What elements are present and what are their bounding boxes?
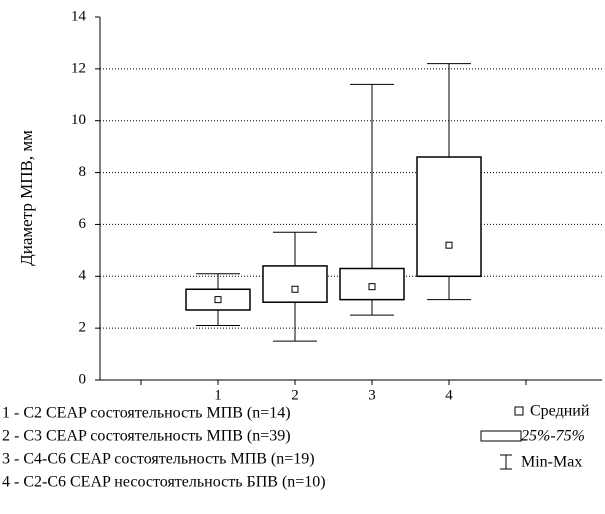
legend-box: 25%-75% xyxy=(521,428,585,445)
y-tick-label: 6 xyxy=(79,216,87,232)
legend-range: Min-Max xyxy=(521,454,582,471)
legend-range-icon xyxy=(500,454,512,470)
y-tick-label: 12 xyxy=(71,60,86,76)
note: 2 - C3 CEAP состоятельность МПВ (n=39) xyxy=(2,428,291,445)
y-axis-label: Диаметр МПВ, мм xyxy=(17,130,36,266)
y-tick-label: 14 xyxy=(71,8,87,24)
note: 3 - C4-C6 CEAP состоятельность МПВ (n=19… xyxy=(2,451,315,468)
box xyxy=(262,265,328,303)
note: 1 - C2 CEAP состоятельность МПВ (n=14) xyxy=(2,405,291,422)
x-tick-label: 3 xyxy=(368,387,376,403)
y-tick-label: 8 xyxy=(79,164,87,180)
note: 4 - C2-C6 CEAP несостоятельность БПВ (n=… xyxy=(2,474,326,491)
mean xyxy=(445,241,453,249)
y-tick-label: 0 xyxy=(79,371,87,387)
y-tick-label: 10 xyxy=(71,112,86,128)
y-tick-label: 4 xyxy=(79,268,87,284)
legend: Средний 25%-75% Min-Max xyxy=(480,403,590,471)
legend-mean: Средний xyxy=(530,403,590,420)
mean xyxy=(214,296,222,304)
x-tick-label: 4 xyxy=(445,387,453,403)
mean xyxy=(368,283,376,291)
legend-mean-icon xyxy=(514,406,524,416)
legend-box-icon xyxy=(480,430,522,442)
box xyxy=(416,156,482,278)
mean xyxy=(291,285,299,293)
x-tick-label: 1 xyxy=(214,387,222,403)
y-tick-label: 2 xyxy=(79,320,87,336)
x-tick-label: 2 xyxy=(291,387,299,403)
